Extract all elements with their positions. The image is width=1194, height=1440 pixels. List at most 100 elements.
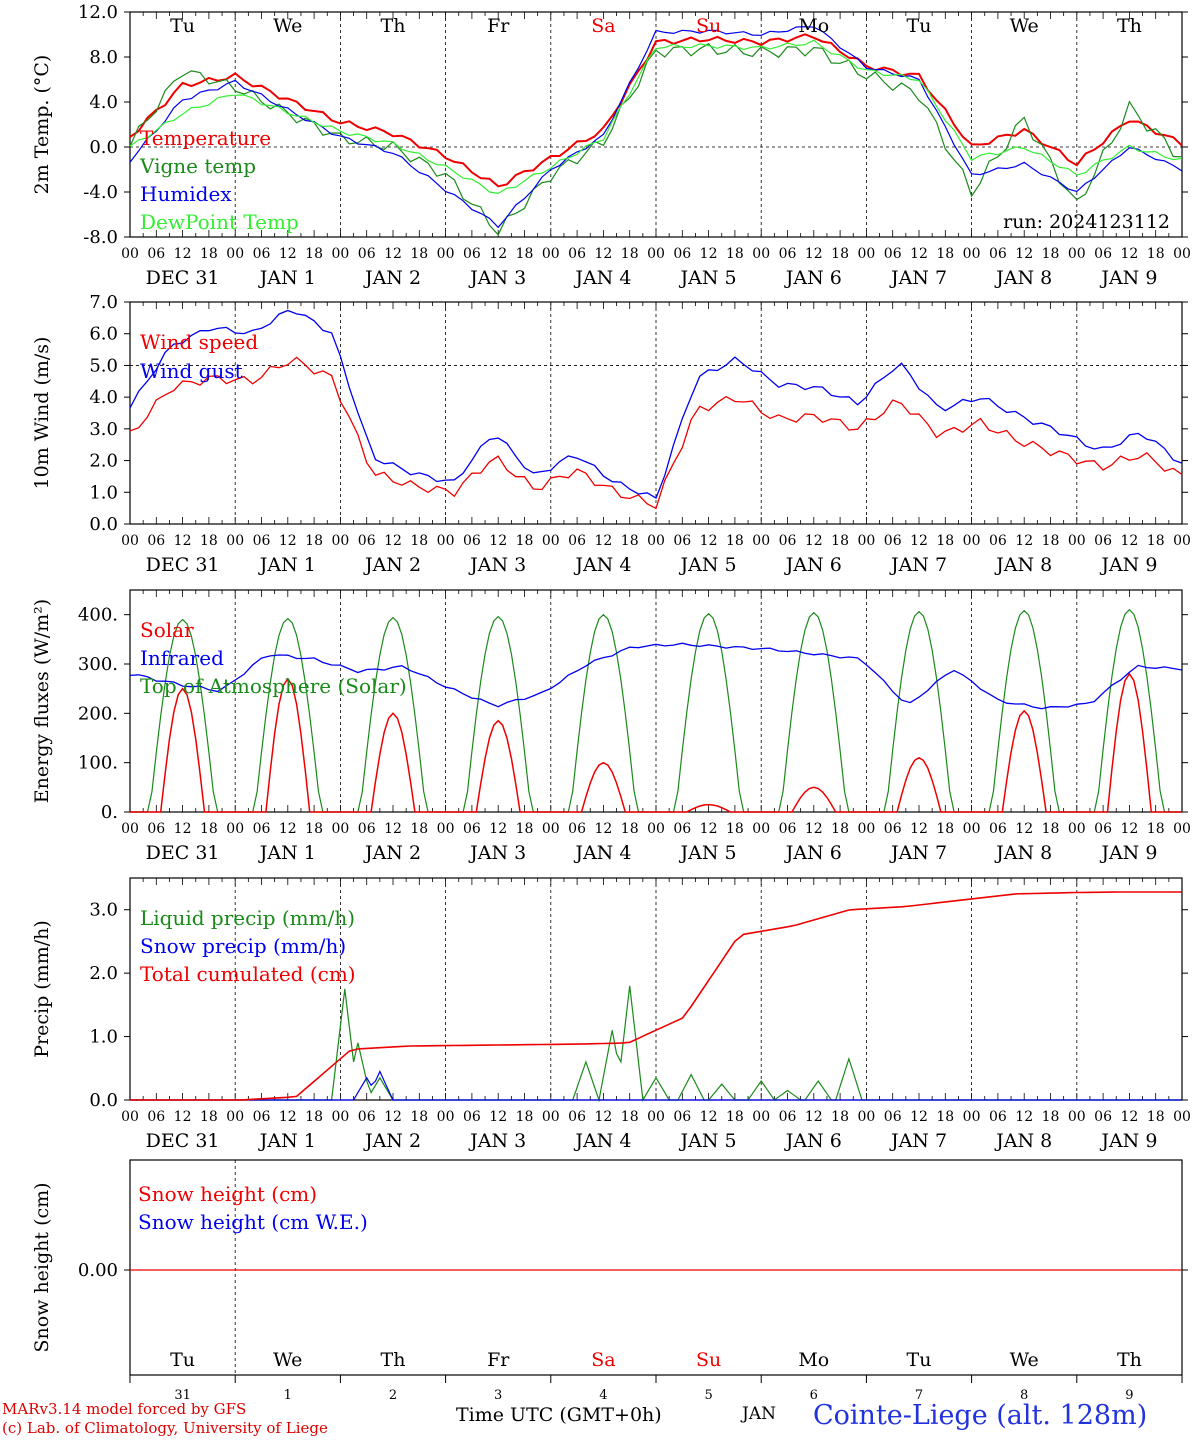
date-label: JAN 9 [1099, 267, 1157, 289]
y-tick-label: 6.0 [89, 324, 118, 345]
hour-tick-label: 00 [121, 821, 139, 837]
legend-solar: Solar [140, 618, 194, 642]
hour-tick-label: 06 [989, 533, 1007, 549]
day-number: 5 [704, 1388, 712, 1403]
date-label: JAN 8 [994, 842, 1052, 864]
date-label: JAN 5 [679, 267, 737, 289]
series-wind-gust [129, 309, 1183, 500]
hour-tick-label: 00 [437, 246, 455, 262]
day-name: Tu [170, 1349, 195, 1371]
day-name: Th [1117, 1349, 1142, 1371]
day-name: Tu [907, 1349, 932, 1371]
lab-credit: (c) Lab. of Climatology, University of L… [2, 1419, 328, 1437]
hour-tick-label: 18 [726, 1109, 744, 1125]
hour-tick-label: 00 [331, 821, 349, 837]
date-label: JAN 4 [573, 842, 631, 864]
series-vigne-temp [129, 42, 1183, 236]
date-label: JAN 8 [994, 1130, 1052, 1152]
date-label: JAN 9 [1099, 842, 1157, 864]
hour-tick-label: 06 [253, 821, 271, 837]
month-label: JAN [742, 1404, 776, 1424]
hour-tick-label: 06 [147, 821, 165, 837]
hour-tick-label: 06 [779, 246, 797, 262]
hour-tick-label: 18 [1042, 246, 1060, 262]
y-tick-label: 4.0 [89, 92, 118, 113]
hour-tick-label: 06 [358, 533, 376, 549]
legend-snow-precip-mm-h-: Snow precip (mm/h) [140, 934, 346, 958]
hour-tick-label: 00 [752, 821, 770, 837]
hour-tick-label: 12 [489, 821, 507, 837]
hour-tick-label: 18 [621, 821, 639, 837]
hour-tick-label: 18 [831, 1109, 849, 1125]
day-number: 8 [1020, 1388, 1028, 1403]
date-label: DEC 31 [146, 267, 220, 289]
hour-tick-label: 18 [1042, 821, 1060, 837]
hour-tick-label: 12 [910, 246, 928, 262]
date-label: DEC 31 [146, 554, 220, 576]
day-name: Mo [798, 1349, 829, 1371]
hour-tick-label: 18 [1147, 821, 1165, 837]
hour-tick-label: 06 [673, 533, 691, 549]
legend-snow-height-cm-w-e-: Snow height (cm W.E.) [138, 1210, 368, 1234]
hour-tick-label: 12 [279, 821, 297, 837]
hour-tick-label: 12 [805, 821, 823, 837]
hour-tick-label: 12 [700, 533, 718, 549]
hour-tick-label: 18 [726, 246, 744, 262]
date-label: JAN 1 [258, 842, 316, 864]
date-label: JAN 2 [363, 842, 421, 864]
y-tick-label: -4.0 [83, 182, 118, 203]
hour-tick-label: 12 [594, 821, 612, 837]
hour-tick-label: 00 [857, 246, 875, 262]
hour-tick-label: 00 [1173, 1109, 1191, 1125]
day-name: Tu [170, 15, 195, 37]
hour-tick-label: 12 [594, 533, 612, 549]
hour-tick-label: 06 [779, 821, 797, 837]
legend-infrared: Infrared [140, 646, 224, 670]
hour-tick-label: 18 [621, 1109, 639, 1125]
y-tick-label: 0.0 [89, 1090, 118, 1111]
hour-tick-label: 18 [621, 533, 639, 549]
date-label: JAN 9 [1099, 554, 1157, 576]
date-label: JAN 8 [994, 554, 1052, 576]
hour-tick-label: 18 [726, 533, 744, 549]
hour-tick-label: 00 [1173, 246, 1191, 262]
date-label: JAN 7 [889, 842, 947, 864]
hour-tick-label: 18 [621, 246, 639, 262]
hour-tick-label: 06 [989, 1109, 1007, 1125]
hour-tick-label: 18 [1042, 533, 1060, 549]
hour-tick-label: 06 [147, 533, 165, 549]
day-name: Sa [591, 15, 615, 37]
series-infrared [129, 642, 1183, 710]
day-name: Th [381, 1349, 406, 1371]
hour-tick-label: 18 [200, 821, 218, 837]
panel-frame-temp [129, 11, 1183, 238]
hour-tick-label: 06 [884, 533, 902, 549]
hour-tick-label: 06 [673, 1109, 691, 1125]
hour-tick-label: 06 [884, 1109, 902, 1125]
y-tick-label: 300. [78, 654, 118, 675]
hour-tick-label: 00 [121, 1109, 139, 1125]
hour-tick-label: 00 [437, 1109, 455, 1125]
hour-tick-label: 18 [1147, 246, 1165, 262]
hour-tick-label: 18 [516, 246, 534, 262]
hour-tick-label: 00 [1068, 821, 1086, 837]
hour-tick-label: 00 [752, 533, 770, 549]
y-tick-label: -8.0 [83, 227, 118, 248]
hour-tick-label: 00 [647, 533, 665, 549]
date-label: JAN 4 [573, 1130, 631, 1152]
hour-tick-label: 12 [384, 533, 402, 549]
y-tick-label: 0.0 [89, 514, 118, 535]
hour-tick-label: 06 [253, 1109, 271, 1125]
hour-tick-label: 06 [1094, 1109, 1112, 1125]
y-tick-label: 12.0 [78, 2, 118, 23]
hour-tick-label: 18 [936, 821, 954, 837]
hour-tick-label: 00 [647, 246, 665, 262]
hour-tick-label: 18 [305, 1109, 323, 1125]
hour-tick-label: 00 [963, 1109, 981, 1125]
date-label: DEC 31 [146, 842, 220, 864]
hour-tick-label: 06 [463, 533, 481, 549]
run-label: run: 2024123112 [1003, 211, 1170, 233]
hour-tick-label: 00 [226, 246, 244, 262]
hour-tick-label: 12 [174, 533, 192, 549]
hour-tick-label: 00 [1068, 246, 1086, 262]
